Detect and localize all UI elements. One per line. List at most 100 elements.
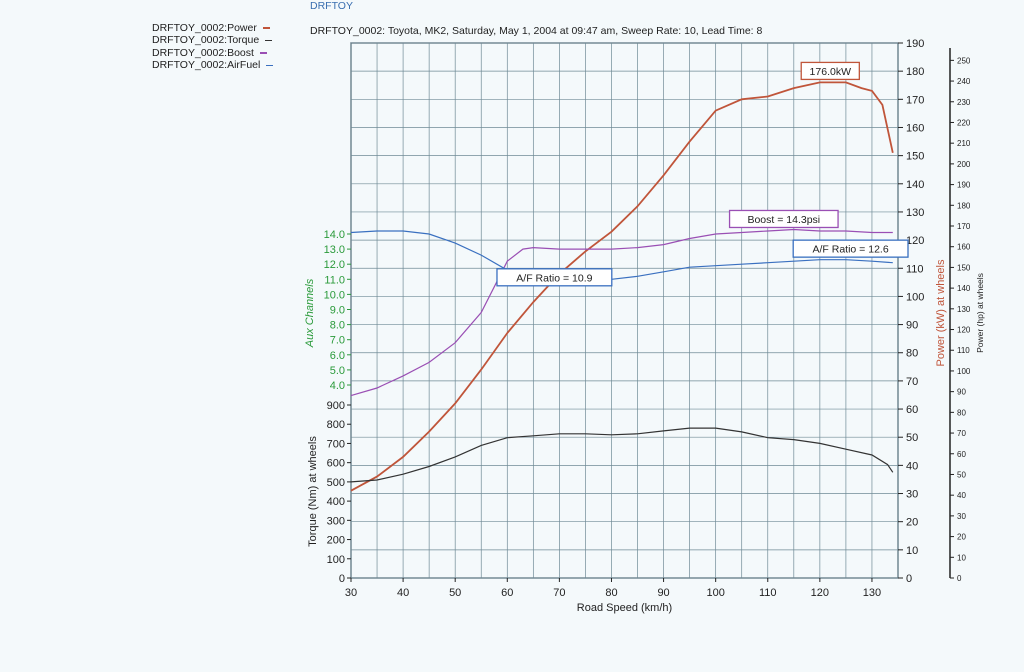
- series-lines: [350, 81, 894, 492]
- plot-frame: [350, 42, 899, 579]
- power-hp-tick-label: 120: [957, 326, 971, 335]
- power-kw-tick-label: 40: [906, 460, 918, 472]
- power-hp-tick-label: 50: [957, 470, 966, 479]
- legend-label: DRFTOY_0002:Power: [152, 22, 257, 34]
- aux-axis-label: Aux Channels: [304, 278, 316, 348]
- power-hp-tick-label: 200: [957, 160, 971, 169]
- annotation: A/F Ratio = 12.6: [792, 239, 909, 258]
- power-hp-tick-label: 30: [957, 512, 966, 521]
- power-hp-tick-label: 130: [957, 305, 971, 314]
- series-line-airfuel: [350, 230, 893, 282]
- aux-tick-label: 11.0: [324, 274, 345, 286]
- power-hp-tick-label: 80: [957, 408, 966, 417]
- series-line-power: [350, 81, 894, 492]
- series-line-torque: [350, 427, 894, 483]
- torque-tick-label: 800: [327, 419, 345, 431]
- aux-tick-label: 7.0: [330, 335, 345, 347]
- legend-label: DRFTOY_0002:Boost: [152, 46, 254, 59]
- power-hp-tick-label: 230: [957, 98, 971, 107]
- torque-axis-label: Torque (Nm) at wheels: [307, 436, 319, 547]
- power-hp-tick-label: 170: [957, 222, 971, 231]
- power-hp-tick-label: 10: [957, 553, 966, 562]
- x-axis-label: Road Speed (km/h): [577, 602, 672, 614]
- power-hp-tick-label: 0: [957, 574, 962, 583]
- x-tick-label: 110: [759, 587, 777, 599]
- annotation-label: 176.0kW: [810, 66, 852, 78]
- power-kw-tick-label: 130: [906, 207, 924, 219]
- power-hp-tick-label: 190: [957, 181, 971, 190]
- aux-tick-label: 4.0: [330, 380, 345, 392]
- power-hp-tick-label: 160: [957, 243, 971, 252]
- run-description: DRFTOY_0002: Toyota, MK2, Saturday, May …: [310, 25, 763, 37]
- power-hp-tick-label: 150: [957, 263, 971, 272]
- power-kw-tick-label: 150: [906, 151, 924, 163]
- annotation-box: [496, 268, 613, 287]
- annotation-box: [800, 61, 860, 81]
- power-kw-tick-label: 160: [906, 122, 924, 134]
- x-tick-label: 90: [657, 587, 669, 599]
- x-tick-label: 30: [345, 587, 357, 599]
- legend-swatch: [262, 27, 270, 29]
- power-hp-tick-label: 60: [957, 450, 966, 459]
- power-kw-tick-label: 140: [906, 179, 924, 191]
- annotation-label: A/F Ratio = 12.6: [813, 244, 889, 256]
- power-kw-axis-label: Power (kW) at wheels: [935, 259, 947, 366]
- power-kw-tick-label: 70: [906, 376, 918, 388]
- aux-tick-label: 8.0: [330, 320, 345, 332]
- legend-item-power: DRFTOY_0002:Power: [152, 22, 273, 34]
- x-tick-label: 130: [863, 587, 881, 599]
- annotation-box: [792, 239, 909, 258]
- legend-item-airfuel: DRFTOY_0002:AirFuel: [152, 59, 274, 72]
- power-hp-tick-label: 90: [957, 388, 966, 397]
- aux-tick-label: 13.0: [324, 244, 345, 256]
- power-kw-tick-label: 120: [906, 235, 924, 247]
- power-hp-tick-label: 110: [957, 346, 970, 355]
- power-hp-tick-label: 40: [957, 491, 966, 500]
- annotation-label: A/F Ratio = 10.9: [516, 272, 592, 284]
- grid: [350, 42, 899, 579]
- legend-item-torque: DRFTOY_0002:Torque: [152, 34, 273, 46]
- power-hp-axis-label: Power (hp) at wheels: [975, 273, 985, 353]
- power-hp-tick-label: 180: [957, 201, 971, 210]
- power-kw-tick-label: 0: [906, 573, 912, 585]
- torque-tick-label: 900: [327, 400, 345, 412]
- torque-tick-label: 100: [327, 554, 345, 566]
- power-hp-tick-label: 70: [957, 429, 966, 438]
- power-kw-tick-label: 170: [906, 94, 924, 106]
- legend-swatch: [265, 39, 273, 42]
- power-kw-tick-label: 180: [906, 66, 924, 78]
- aux-tick-label: 5.0: [330, 365, 345, 377]
- power-kw-tick-label: 100: [906, 291, 924, 303]
- annotation-box: [728, 209, 839, 229]
- series-line-boost: [350, 228, 893, 397]
- x-tick-label: 120: [811, 587, 829, 599]
- x-tick-label: 60: [501, 587, 513, 599]
- legend-label: DRFTOY_0002:AirFuel: [152, 59, 261, 72]
- x-tick-label: 80: [605, 587, 617, 599]
- aux-tick-label: 9.0: [330, 305, 345, 317]
- power-hp-tick-label: 100: [957, 367, 971, 376]
- annotations: 176.0kW Boost = 14.3psi A/F Ratio = 12.6 A/…: [496, 61, 909, 287]
- power-kw-tick-label: 30: [906, 489, 918, 501]
- torque-tick-label: 0: [339, 573, 345, 585]
- power-hp-tick-label: 210: [957, 139, 971, 148]
- power-kw-tick-label: 50: [906, 432, 918, 444]
- x-tick-label: 70: [553, 587, 565, 599]
- torque-tick-label: 200: [327, 535, 345, 547]
- legend-label: DRFTOY_0002:Torque: [152, 34, 260, 47]
- power-hp-tick-label: 20: [957, 533, 966, 542]
- power-kw-tick-label: 80: [906, 348, 918, 360]
- legend: DRFTOY_0002:Power DRFTOY_0002:Torque DRF…: [152, 22, 274, 72]
- power-hp-tick-label: 140: [957, 284, 971, 293]
- torque-tick-label: 600: [327, 458, 345, 470]
- legend-swatch: [259, 52, 267, 54]
- power-kw-tick-label: 90: [906, 320, 918, 332]
- power-kw-tick-label: 10: [906, 545, 918, 557]
- annotation: A/F Ratio = 10.9: [496, 268, 613, 287]
- power-hp-tick-label: 220: [957, 118, 971, 127]
- aux-tick-label: 10.0: [324, 289, 345, 301]
- power-kw-tick-label: 190: [906, 38, 924, 50]
